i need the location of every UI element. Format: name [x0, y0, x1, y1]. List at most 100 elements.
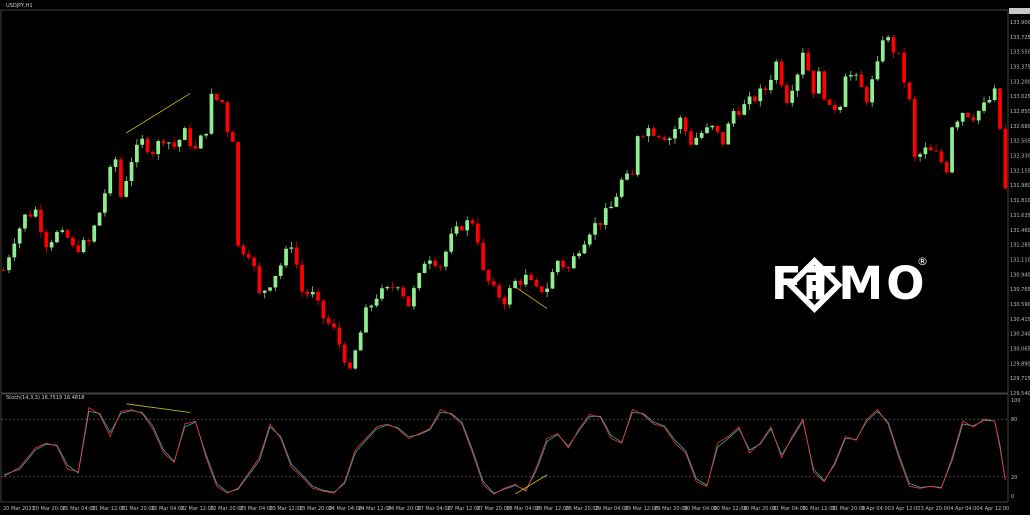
candle-body — [998, 88, 1002, 129]
candle-body — [491, 281, 496, 286]
time-tick-label: 27 Mar 04:00 — [417, 506, 450, 512]
candle-body — [646, 128, 651, 137]
time-tick-label: 20 Mar 20:00 — [33, 506, 66, 512]
candle-body — [454, 226, 459, 234]
candle-body — [316, 291, 320, 301]
candle-body — [976, 110, 981, 121]
ftmo-logo-icon — [786, 257, 843, 313]
candle-body — [92, 225, 97, 242]
candle-body — [119, 159, 123, 197]
candle-body — [262, 290, 267, 293]
candle-body — [795, 74, 800, 91]
candle-body — [918, 154, 922, 157]
time-tick-label: 31 Mar 20:00 — [832, 506, 865, 512]
candle-body — [294, 247, 299, 265]
time-tick-label: 3 Apr 20:00 — [921, 506, 950, 512]
candle-body — [507, 288, 512, 305]
candle-body — [385, 287, 390, 289]
candle-body — [417, 273, 422, 289]
candle-body — [609, 206, 613, 209]
candle-body — [960, 112, 965, 122]
candle-body — [950, 127, 954, 173]
price-tick-label: 130.590 — [1010, 302, 1030, 308]
time-tick-label: 30 Mar 04:00 — [684, 506, 717, 512]
price-tick-label: 131.635 — [1010, 213, 1030, 219]
time-tick-label: 21 Mar 12:00 — [92, 506, 125, 512]
candle-body — [252, 257, 256, 267]
price-tick-label: 133.900 — [1010, 20, 1030, 26]
stoch-main-line — [3, 407, 1006, 495]
price-tick-label: 133.725 — [1010, 35, 1030, 41]
candle-body — [481, 242, 486, 270]
candle-body — [886, 37, 890, 41]
candle-body — [326, 318, 331, 324]
candle-body — [625, 173, 629, 180]
candle-body — [630, 173, 635, 175]
candle-body — [737, 111, 741, 115]
candle-body — [193, 146, 198, 149]
candle-body — [870, 79, 874, 103]
candle-body — [1, 270, 6, 271]
candle-body — [49, 242, 54, 248]
time-tick-label: 24 Mar 04:00 — [329, 506, 362, 512]
candle-body — [470, 220, 475, 224]
candle-body — [593, 223, 597, 235]
price-candles — [1, 34, 1008, 370]
candle-body — [369, 305, 374, 308]
candle-body — [140, 138, 145, 145]
candle-body — [113, 159, 118, 167]
candle-body — [801, 52, 805, 75]
candle-body — [358, 332, 363, 351]
price-tick-label: 132.155 — [1010, 168, 1030, 174]
candle-body — [513, 280, 518, 289]
time-tick-label: 28 Mar 04:00 — [506, 506, 539, 512]
candle-body — [230, 131, 235, 142]
candle-body — [177, 139, 182, 147]
price-tick-label: 133.375 — [1010, 65, 1030, 71]
time-tick-label: 3 Apr 04:00 — [861, 506, 890, 512]
candle-body — [827, 99, 832, 105]
candle-body — [225, 102, 230, 132]
candle-body — [486, 269, 491, 282]
time-tick-label: 27 Mar 20:00 — [477, 506, 510, 512]
candle-body — [545, 288, 549, 293]
candle-body — [912, 99, 917, 157]
candle-body — [790, 90, 795, 103]
candle-body — [934, 150, 938, 152]
candle-body — [689, 131, 693, 145]
axis-ticks: 133.900 133.725 133.550 133.375 133.200 133.0… — [3, 8, 1030, 512]
time-tick-label: 22 Mar 20:00 — [210, 506, 243, 512]
candle-body — [987, 100, 992, 103]
candle-body — [188, 128, 193, 147]
ftmo-logo-text: FTMO — [771, 257, 928, 310]
candle-body — [662, 137, 667, 140]
candle-body — [7, 257, 11, 271]
stoch-trendline — [514, 474, 548, 495]
candle-body — [603, 208, 608, 225]
candle-body — [23, 214, 27, 229]
candle-body — [60, 230, 65, 232]
candle-body — [966, 112, 970, 118]
candle-body — [204, 133, 208, 136]
candle-body — [779, 61, 784, 86]
candle-body — [577, 253, 581, 257]
price-tick-label: 130.240 — [1010, 332, 1030, 338]
candle-body — [518, 280, 523, 285]
candle-body — [284, 248, 288, 266]
candle-body — [571, 256, 576, 269]
candle-body — [673, 129, 677, 139]
candle-body — [785, 85, 789, 103]
candle-body — [838, 106, 843, 110]
candle-body — [971, 117, 976, 121]
candle-body — [12, 243, 17, 258]
price-tick-label: 132.850 — [1010, 109, 1030, 115]
candle-body — [710, 125, 715, 128]
stoch-pane-frame — [0, 393, 1009, 503]
candle-body — [214, 93, 219, 101]
candle-body — [103, 193, 107, 213]
time-tick-label: 23 Mar 12:00 — [269, 506, 302, 512]
candle-body — [619, 179, 624, 197]
candle-body — [497, 285, 502, 298]
candle-body — [747, 96, 752, 105]
candle-body — [444, 251, 448, 267]
